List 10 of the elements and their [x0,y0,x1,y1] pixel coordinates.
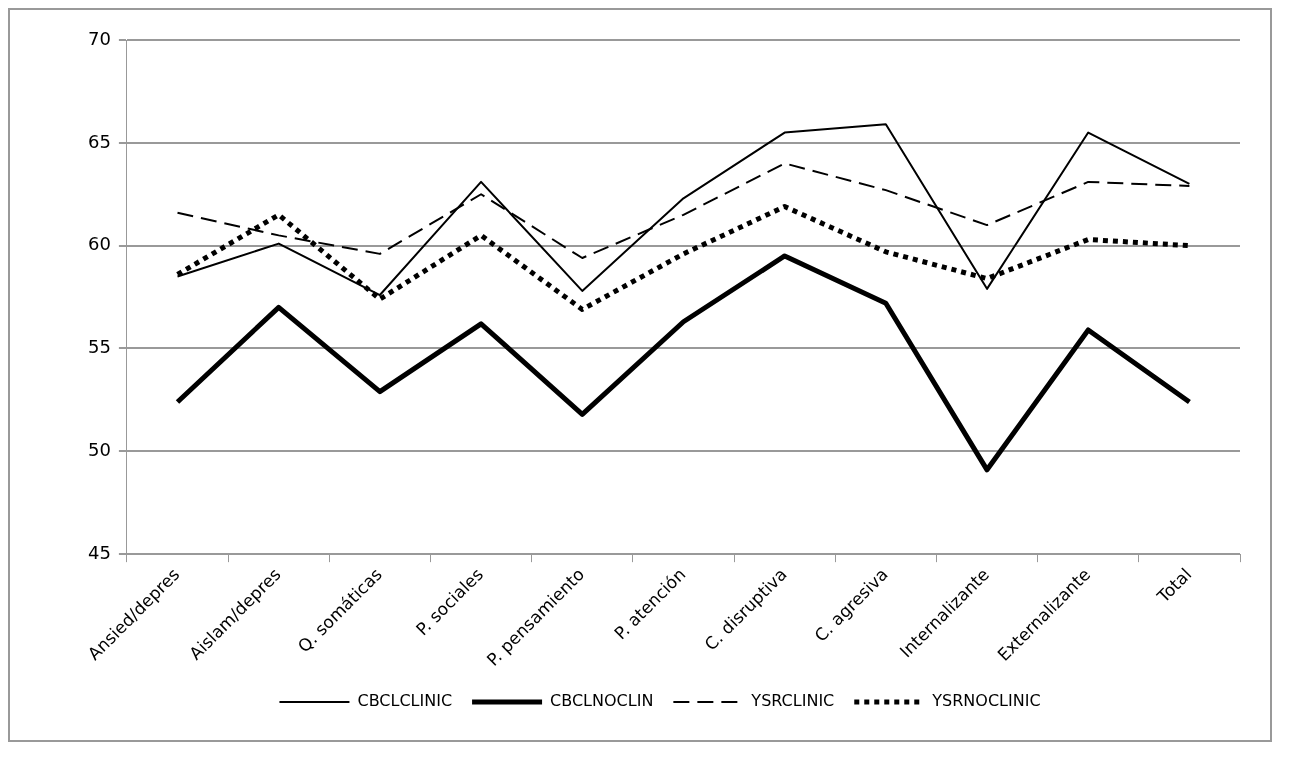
y-tick-label: 55 [88,336,111,358]
legend-label: YSRCLINIC [750,691,835,711]
y-tick-label: 50 [88,438,111,460]
legend-label: YSRNOCLINIC [931,691,1041,711]
y-tick-label: 65 [88,130,111,152]
y-tick-label: 70 [88,27,111,49]
legend-label: CBCLCLINIC [357,691,453,711]
y-tick-label: 60 [88,233,111,255]
legend-label: CBCLNOCLIN [550,691,654,711]
y-tick-label: 45 [88,541,111,563]
